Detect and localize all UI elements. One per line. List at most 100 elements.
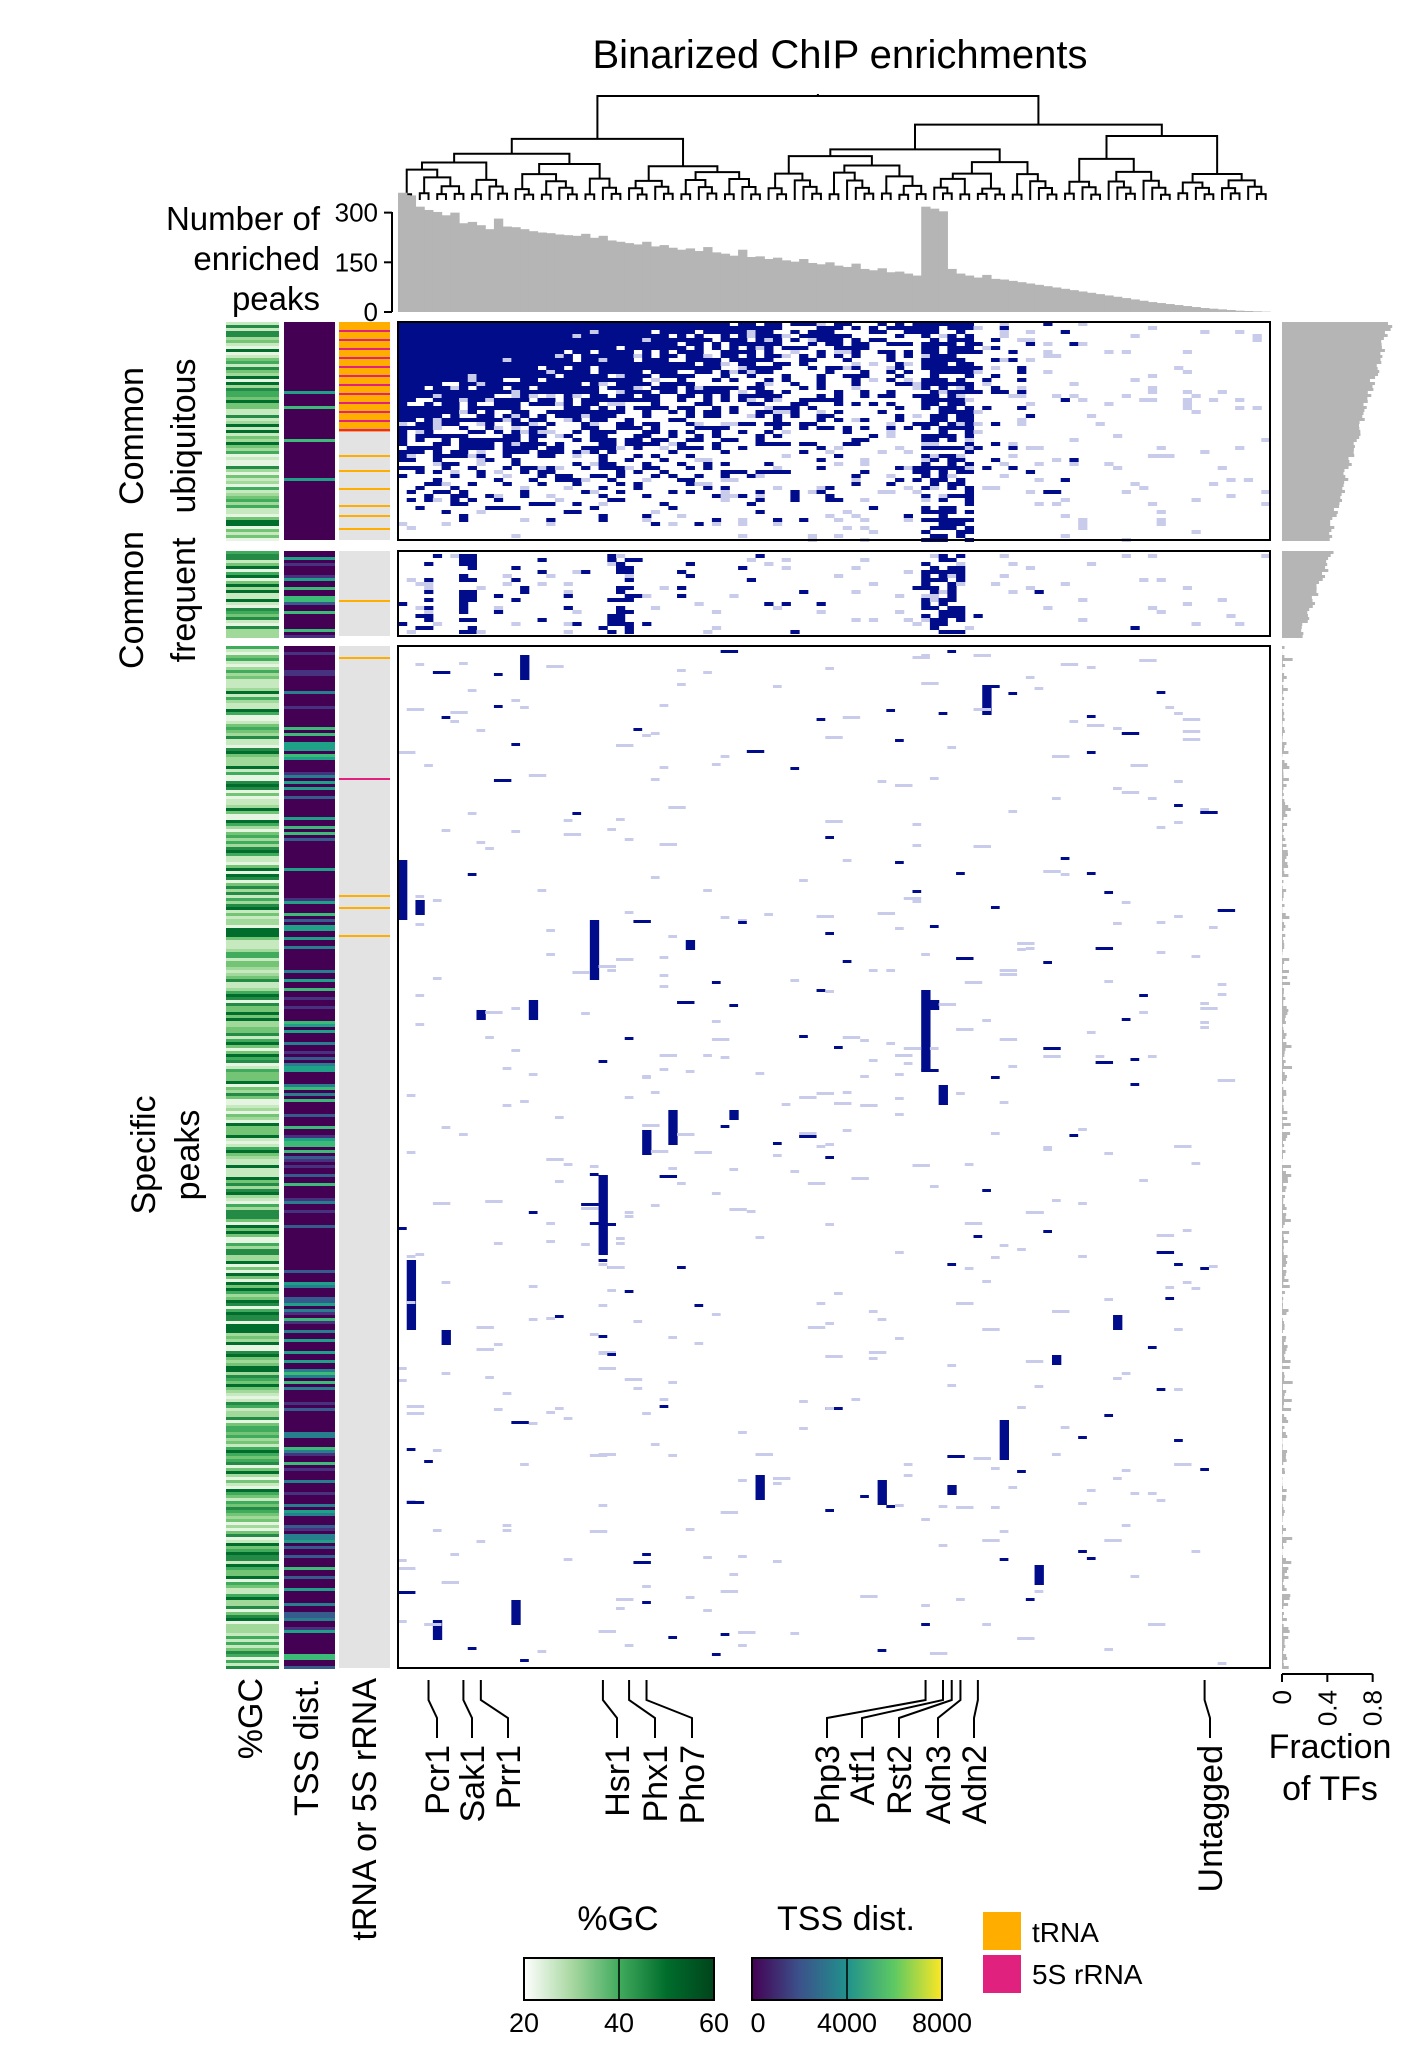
fraction-bar — [1282, 793, 1284, 796]
heatmap-cell — [772, 398, 783, 402]
heatmap-cell — [982, 1280, 991, 1283]
dendrogram-branch — [680, 193, 692, 200]
heatmap-cell — [1104, 350, 1114, 354]
heatmap-cell — [616, 590, 626, 594]
heatmap-cell — [711, 522, 722, 526]
heatmap-cell — [825, 820, 843, 823]
heatmap-cell — [467, 689, 477, 692]
fraction-bar — [1282, 1525, 1284, 1528]
heatmap-cell — [956, 422, 966, 426]
tss-track-row — [284, 928, 335, 931]
gc-track-row — [226, 910, 279, 913]
fraction-bar — [1282, 1225, 1284, 1228]
heatmap-cell — [1217, 466, 1227, 470]
heatmap-cell — [1078, 1128, 1087, 1131]
heatmap-cell — [1025, 358, 1036, 362]
heatmap-cell — [546, 518, 556, 522]
heatmap-cell — [398, 330, 408, 334]
heatmap-cell — [441, 422, 451, 426]
heatmap-cell — [772, 326, 783, 330]
heatmap-cell — [868, 362, 879, 366]
fraction-bar — [1282, 730, 1285, 733]
heatmap-cell — [659, 974, 669, 977]
heatmap-cell — [642, 1130, 652, 1155]
gc-track-row — [226, 829, 279, 832]
heatmap-cell — [851, 438, 861, 442]
tss-track-row — [284, 1093, 335, 1096]
heatmap-cell — [947, 390, 957, 394]
heatmap-cell — [1017, 422, 1027, 426]
heatmap-cell — [415, 378, 425, 382]
heatmap-cell — [990, 366, 1001, 370]
heatmap-cell — [999, 390, 1009, 394]
heatmap-cell — [956, 458, 966, 462]
tss-track-row — [284, 796, 335, 799]
tss-track-row — [284, 334, 335, 337]
fraction-bar — [1282, 781, 1284, 784]
heatmap-cell — [947, 1384, 957, 1387]
tf-label: Phx1 — [637, 1745, 675, 1823]
heatmap-cell — [921, 474, 931, 478]
heatmap-cell — [493, 478, 504, 482]
heatmap-cell — [1200, 1002, 1209, 1005]
heatmap-cell — [554, 1116, 564, 1119]
heatmap-cell — [973, 614, 983, 618]
heatmap-cell — [432, 418, 443, 422]
heatmap-cell — [415, 350, 425, 354]
gc-track-row — [226, 853, 279, 856]
heatmap-cell — [982, 1623, 991, 1626]
heatmap-cell — [398, 1559, 407, 1562]
fraction-bar — [1282, 1633, 1284, 1636]
gc-track-row — [226, 415, 279, 418]
heatmap-cell — [1017, 942, 1035, 945]
gc-track-row — [226, 418, 279, 421]
gc-track-row — [226, 439, 279, 442]
heatmap-cell — [886, 490, 896, 494]
heatmap-cell — [973, 410, 983, 414]
heatmap-cell — [851, 590, 861, 594]
fraction-bar — [1282, 1462, 1284, 1465]
heatmap-cell — [1182, 738, 1201, 741]
heatmap-cell — [659, 438, 669, 442]
heatmap-cell — [528, 1073, 538, 1076]
heatmap-cell — [546, 386, 556, 390]
gc-track-row — [226, 1180, 279, 1183]
heatmap-cell — [834, 498, 844, 502]
heatmap-cell — [398, 358, 408, 362]
tf-leader-line — [826, 1680, 927, 1738]
heatmap-cell — [520, 330, 530, 334]
heatmap-cell — [537, 330, 547, 334]
heatmap-cell — [537, 346, 547, 350]
heatmap-cell — [956, 1598, 965, 1601]
heatmap-cell — [964, 414, 975, 418]
heatmap-cell — [415, 900, 425, 915]
heatmap-cell — [546, 366, 556, 370]
tss-track-row — [284, 1057, 335, 1060]
heatmap-cell — [703, 458, 713, 462]
heatmap-cell — [659, 326, 669, 330]
fraction-bar — [1282, 685, 1284, 688]
heatmap-cell — [642, 394, 652, 398]
top-bar — [1104, 295, 1114, 312]
heatmap-cell — [746, 346, 757, 350]
heatmap-cell — [467, 326, 477, 330]
heatmap-cell — [450, 322, 460, 326]
heatmap-cell — [476, 386, 486, 390]
fraction-bar — [1282, 361, 1382, 364]
heatmap-cell — [459, 386, 469, 390]
tss-track-row — [284, 590, 335, 593]
heatmap-cell — [912, 1164, 930, 1167]
heatmap-cell — [964, 382, 975, 386]
heatmap-cell — [607, 322, 617, 326]
heatmap-cell — [929, 925, 939, 928]
dendrogram-branch — [1177, 192, 1189, 200]
top-bar — [467, 221, 478, 312]
fraction-bar — [1282, 1624, 1284, 1627]
tss-track-row — [284, 1603, 335, 1606]
heatmap-cell — [1008, 442, 1018, 446]
heatmap-cell — [633, 366, 643, 370]
heatmap-cell — [1017, 1248, 1026, 1251]
heatmap-cell — [729, 1110, 739, 1120]
heatmap-cell — [729, 1168, 739, 1171]
heatmap-cell — [650, 394, 661, 398]
